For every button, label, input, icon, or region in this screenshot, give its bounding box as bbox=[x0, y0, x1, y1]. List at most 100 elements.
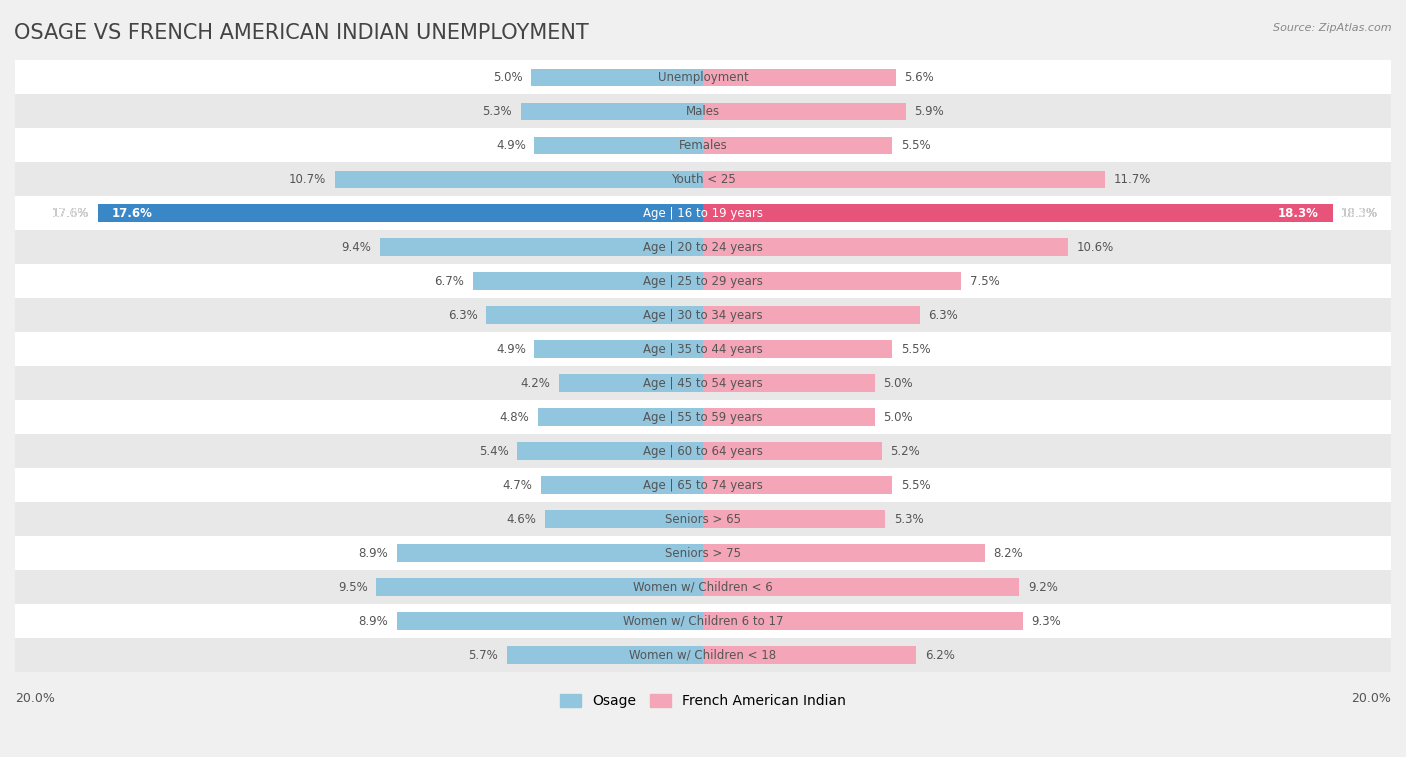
Text: Unemployment: Unemployment bbox=[658, 71, 748, 84]
Bar bbox=[538, 408, 703, 426]
Bar bbox=[703, 408, 875, 426]
Text: 5.0%: 5.0% bbox=[492, 71, 523, 84]
Text: 5.5%: 5.5% bbox=[901, 478, 931, 491]
Text: 5.5%: 5.5% bbox=[901, 139, 931, 152]
Text: 20.0%: 20.0% bbox=[1351, 693, 1391, 706]
Text: 9.5%: 9.5% bbox=[337, 581, 367, 593]
Bar bbox=[531, 69, 703, 86]
Bar bbox=[703, 375, 875, 392]
Text: 5.3%: 5.3% bbox=[482, 105, 512, 118]
Bar bbox=[15, 468, 1391, 502]
Text: Age | 55 to 59 years: Age | 55 to 59 years bbox=[643, 411, 763, 424]
Bar bbox=[486, 307, 703, 324]
Text: Seniors > 75: Seniors > 75 bbox=[665, 547, 741, 559]
Text: 7.5%: 7.5% bbox=[970, 275, 1000, 288]
Bar bbox=[703, 136, 893, 154]
Text: 5.9%: 5.9% bbox=[914, 105, 945, 118]
Bar bbox=[15, 638, 1391, 672]
Bar bbox=[396, 612, 703, 630]
Bar bbox=[703, 238, 1067, 256]
Bar bbox=[703, 69, 896, 86]
Bar bbox=[703, 612, 1024, 630]
Bar bbox=[15, 298, 1391, 332]
Text: Age | 35 to 44 years: Age | 35 to 44 years bbox=[643, 343, 763, 356]
Text: 4.9%: 4.9% bbox=[496, 343, 526, 356]
Text: 4.9%: 4.9% bbox=[496, 139, 526, 152]
Text: 18.3%: 18.3% bbox=[1341, 207, 1378, 220]
Bar bbox=[703, 646, 917, 664]
Text: 5.5%: 5.5% bbox=[901, 343, 931, 356]
Text: OSAGE VS FRENCH AMERICAN INDIAN UNEMPLOYMENT: OSAGE VS FRENCH AMERICAN INDIAN UNEMPLOY… bbox=[14, 23, 589, 42]
Bar bbox=[380, 238, 703, 256]
Text: 9.2%: 9.2% bbox=[1028, 581, 1057, 593]
Text: 18.3%: 18.3% bbox=[1341, 207, 1378, 220]
Bar bbox=[541, 476, 703, 494]
Bar bbox=[15, 604, 1391, 638]
Bar bbox=[534, 136, 703, 154]
Text: 10.7%: 10.7% bbox=[290, 173, 326, 186]
Text: 4.2%: 4.2% bbox=[520, 377, 550, 390]
Text: 8.2%: 8.2% bbox=[994, 547, 1024, 559]
Bar bbox=[534, 341, 703, 358]
Bar bbox=[703, 578, 1019, 596]
Text: 8.9%: 8.9% bbox=[359, 547, 388, 559]
Text: 5.2%: 5.2% bbox=[890, 444, 921, 458]
Bar bbox=[15, 435, 1391, 468]
Bar bbox=[703, 307, 920, 324]
Legend: Osage, French American Indian: Osage, French American Indian bbox=[554, 689, 852, 714]
Text: 6.7%: 6.7% bbox=[434, 275, 464, 288]
Text: Age | 16 to 19 years: Age | 16 to 19 years bbox=[643, 207, 763, 220]
Text: 17.6%: 17.6% bbox=[52, 207, 89, 220]
Bar bbox=[703, 204, 1333, 222]
Text: Women w/ Children < 6: Women w/ Children < 6 bbox=[633, 581, 773, 593]
Bar bbox=[15, 129, 1391, 162]
Text: 8.9%: 8.9% bbox=[359, 615, 388, 628]
Bar bbox=[15, 264, 1391, 298]
Text: Age | 30 to 34 years: Age | 30 to 34 years bbox=[643, 309, 763, 322]
Bar bbox=[703, 341, 893, 358]
Text: 6.3%: 6.3% bbox=[449, 309, 478, 322]
Bar bbox=[97, 204, 703, 222]
Text: 5.0%: 5.0% bbox=[883, 377, 914, 390]
Text: 6.3%: 6.3% bbox=[928, 309, 957, 322]
Text: Females: Females bbox=[679, 139, 727, 152]
Bar bbox=[15, 61, 1391, 95]
Text: 5.6%: 5.6% bbox=[904, 71, 934, 84]
Text: Women w/ Children < 18: Women w/ Children < 18 bbox=[630, 649, 776, 662]
Bar bbox=[703, 510, 886, 528]
Bar bbox=[335, 170, 703, 188]
Bar bbox=[15, 366, 1391, 400]
Bar bbox=[15, 570, 1391, 604]
Bar bbox=[703, 102, 905, 120]
Bar bbox=[703, 476, 893, 494]
Text: 11.7%: 11.7% bbox=[1114, 173, 1152, 186]
Bar bbox=[15, 196, 1391, 230]
Text: 18.3%: 18.3% bbox=[1278, 207, 1319, 220]
Text: 5.0%: 5.0% bbox=[883, 411, 914, 424]
Text: 17.6%: 17.6% bbox=[52, 207, 89, 220]
Text: 5.7%: 5.7% bbox=[468, 649, 498, 662]
Bar bbox=[15, 95, 1391, 129]
Bar bbox=[15, 502, 1391, 536]
Text: Seniors > 65: Seniors > 65 bbox=[665, 512, 741, 525]
Bar bbox=[508, 646, 703, 664]
Bar bbox=[15, 162, 1391, 196]
Text: Women w/ Children 6 to 17: Women w/ Children 6 to 17 bbox=[623, 615, 783, 628]
Text: Age | 20 to 24 years: Age | 20 to 24 years bbox=[643, 241, 763, 254]
Bar bbox=[558, 375, 703, 392]
Text: Youth < 25: Youth < 25 bbox=[671, 173, 735, 186]
Text: Age | 65 to 74 years: Age | 65 to 74 years bbox=[643, 478, 763, 491]
Text: 9.3%: 9.3% bbox=[1032, 615, 1062, 628]
Bar bbox=[15, 400, 1391, 435]
Bar bbox=[544, 510, 703, 528]
Text: Source: ZipAtlas.com: Source: ZipAtlas.com bbox=[1274, 23, 1392, 33]
Bar bbox=[15, 332, 1391, 366]
Bar bbox=[520, 102, 703, 120]
Text: Age | 45 to 54 years: Age | 45 to 54 years bbox=[643, 377, 763, 390]
Text: 4.7%: 4.7% bbox=[503, 478, 533, 491]
Text: 4.8%: 4.8% bbox=[499, 411, 529, 424]
Bar bbox=[396, 544, 703, 562]
Bar bbox=[517, 442, 703, 460]
Bar bbox=[15, 230, 1391, 264]
Bar bbox=[703, 273, 960, 290]
